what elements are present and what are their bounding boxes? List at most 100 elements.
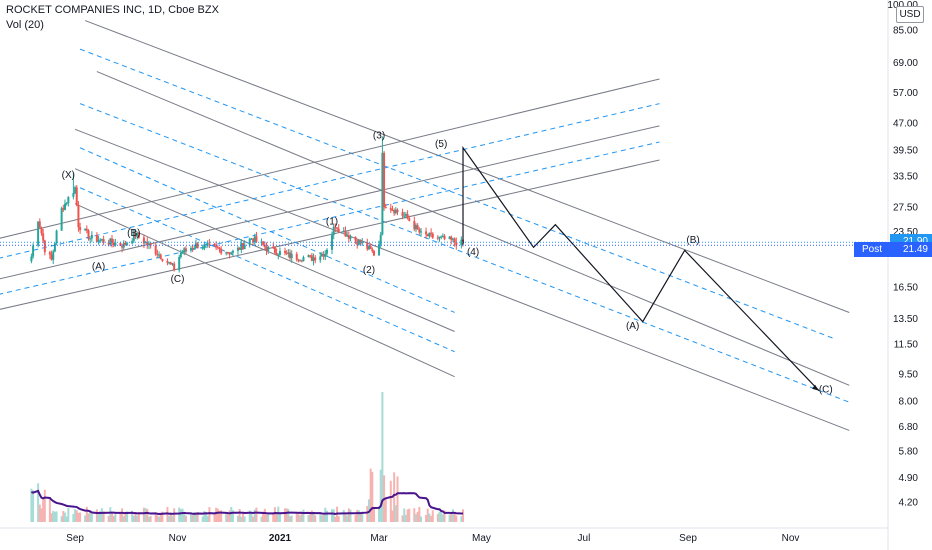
volume-bar [42, 498, 45, 522]
volume-bar [414, 514, 417, 522]
candle-body [278, 251, 281, 255]
candle-body [242, 243, 245, 250]
candle-body [65, 203, 68, 205]
volume-bar [225, 512, 228, 522]
time-tick-label: Nov [169, 533, 187, 544]
candle-body [52, 251, 55, 260]
candle-body [30, 256, 33, 262]
volume-bar [48, 498, 51, 522]
volume-bar [30, 488, 33, 522]
candle-body [394, 209, 397, 214]
candle-body [112, 243, 115, 246]
candle-body [132, 232, 135, 241]
candle-body [373, 251, 376, 256]
volume-bar [320, 515, 323, 522]
volume-bar [325, 510, 328, 522]
candle-body [346, 235, 349, 237]
candle-body [436, 237, 439, 239]
candle-body [87, 230, 90, 240]
candle-body [72, 193, 75, 197]
candle-body [320, 254, 323, 257]
volume-bar [441, 514, 444, 522]
channel-line [0, 78, 660, 239]
candle-body [359, 239, 362, 244]
channel-line [96, 71, 850, 386]
candle-body [111, 238, 114, 244]
candle-body [378, 244, 381, 256]
volume-indicator-label[interactable]: Vol (20) [6, 19, 44, 31]
volume-bar [277, 506, 280, 522]
volume-bar [393, 472, 396, 522]
price-axis: 100.00 85.00 69.00 57.00 47.00 39.50 33.50 27.5… [887, 0, 918, 550]
candle-body [208, 243, 211, 245]
volume-bar [156, 515, 159, 522]
candle-body [319, 256, 322, 261]
volume-bar [179, 509, 182, 522]
volume-bar [455, 515, 458, 522]
volume-bars [30, 392, 465, 522]
time-tick-label: Nov [782, 533, 800, 544]
volume-bar [111, 512, 114, 522]
price-tick-label: 4.20 [899, 497, 919, 508]
symbol-title[interactable]: ROCKET COMPANIES INC, 1D, Cboe BZX [6, 4, 219, 16]
volume-bar [357, 510, 360, 522]
volume-bar [147, 516, 150, 522]
candle-body [250, 238, 253, 240]
volume-bar [216, 508, 219, 522]
volume-bar [193, 512, 196, 522]
candle-body [107, 242, 110, 245]
candle-body [109, 238, 112, 245]
candle-body [403, 215, 406, 217]
candle-body [147, 243, 150, 245]
candle-body [413, 220, 416, 230]
volume-bar [337, 516, 340, 522]
volume-bar [166, 506, 169, 522]
candle-body [154, 245, 157, 255]
volume-bar [154, 513, 157, 522]
candle-body [149, 243, 152, 246]
volume-bar [171, 515, 174, 522]
candle-body [302, 257, 305, 262]
candle-body [126, 243, 129, 245]
candle-body [225, 252, 228, 254]
candle-body [178, 256, 181, 271]
volume-bar [243, 516, 246, 522]
candle-body [361, 242, 364, 244]
channel-line [84, 20, 850, 313]
candle-body [230, 252, 233, 254]
candle-body [430, 232, 433, 234]
price-tick-label: 33.50 [893, 172, 918, 183]
volume-bar [331, 509, 334, 522]
candle-body [102, 239, 105, 243]
channel-dashed-line [79, 187, 455, 353]
volume-bar [107, 515, 110, 522]
volume-bar [215, 507, 218, 522]
volume-bar [314, 515, 317, 522]
candle-body [220, 248, 223, 254]
volume-bar [312, 512, 315, 522]
price-tick-label: 16.50 [893, 283, 918, 294]
volume-bar [84, 515, 87, 522]
volume-bar [344, 514, 347, 522]
volume-bar [191, 514, 194, 522]
volume-bar [265, 514, 268, 522]
candle-body [62, 208, 65, 210]
wave-label: (5) [435, 139, 447, 150]
volume-bar [290, 515, 293, 522]
candle-body [144, 241, 147, 244]
volume-bar [184, 515, 187, 522]
volume-bar [89, 510, 92, 522]
volume-bar [43, 489, 46, 522]
volume-bar [428, 513, 431, 522]
volume-bar [196, 512, 199, 522]
volume-bar [99, 510, 102, 522]
candle-body [226, 252, 229, 254]
volume-bar [253, 509, 256, 522]
volume-bar [332, 509, 335, 522]
volume-bar [100, 508, 103, 522]
channel-line [74, 203, 455, 378]
volume-bar [189, 514, 192, 522]
candle-body [416, 225, 419, 230]
currency-button[interactable]: USD [896, 6, 924, 23]
